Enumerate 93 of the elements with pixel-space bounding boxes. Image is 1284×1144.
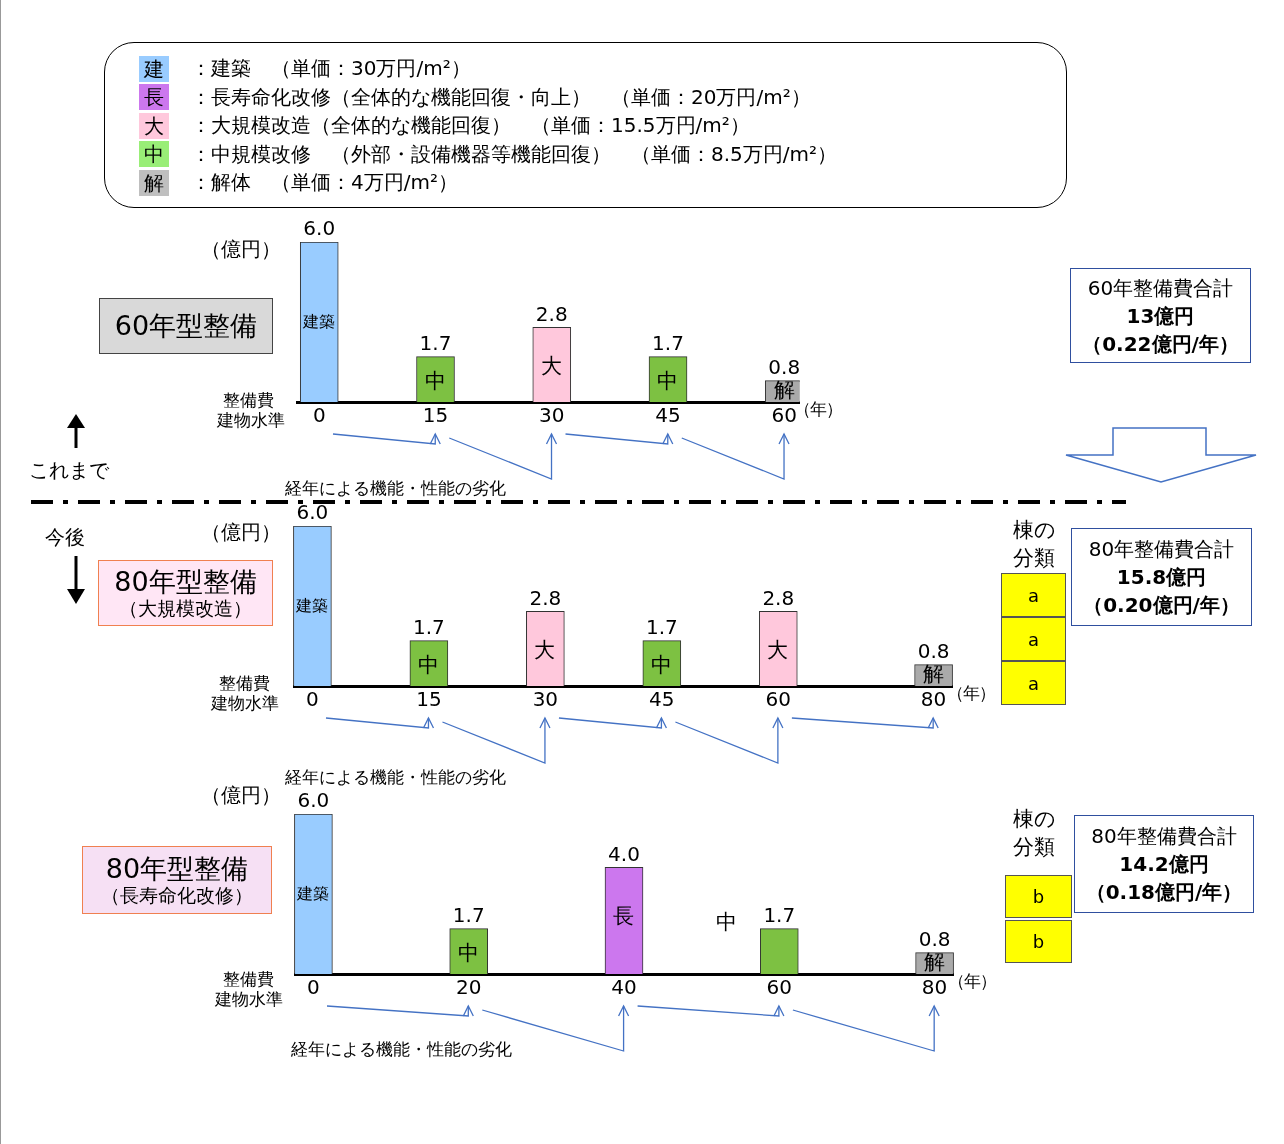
annotation: 大 [541, 353, 562, 380]
text: 経年による機能・性能の劣化 [285, 766, 506, 789]
data-label: 6.0 [296, 500, 328, 525]
x-tick-label: 80 [920, 687, 946, 712]
data-label: 1.7 [452, 902, 485, 927]
x-tick-label: 0 [306, 975, 320, 1000]
data-label: 1.7 [645, 614, 678, 639]
text: ：解体 （単価：4万円/m²） [191, 169, 458, 196]
annotation: 中 [457, 940, 479, 967]
text: 建物水準 [217, 409, 285, 432]
annotation: 中 [657, 368, 679, 395]
text: 13億円 [1126, 302, 1195, 330]
annotation: 建築 [296, 595, 328, 617]
annotation: 大 [534, 637, 556, 664]
x-tick-label: 60 [766, 975, 792, 1000]
text: ：建築 （単価：30万円/m²） [191, 55, 471, 82]
data-label: 2.8 [529, 585, 561, 610]
x-tick-label: 45 [655, 403, 681, 428]
data-label: 2.8 [761, 585, 794, 610]
text: 80年整備費合計 [1088, 536, 1235, 563]
text: 60年整備費合計 [1087, 274, 1234, 302]
data-label: 6.0 [297, 788, 329, 813]
text: a [1001, 617, 1066, 661]
text: これまで [29, 457, 109, 484]
annotation: 中 [716, 909, 738, 936]
annotation: 解 [923, 949, 945, 976]
x-tick-label: 30 [538, 403, 565, 428]
text: b [1005, 875, 1072, 918]
y-axis-title: （億円） [201, 519, 281, 546]
x-tick-label: 45 [648, 687, 675, 712]
text: ：大規模改造（全体的な機能回復） （単価：15.5万円/m²） [191, 112, 750, 139]
x-tick-label: 0 [312, 403, 326, 428]
text: b [1005, 920, 1072, 963]
annotation: 中 [650, 652, 672, 679]
annotation: 解 [773, 377, 795, 404]
text: 80年型整備 [105, 853, 249, 884]
text: 80年型整備 [114, 566, 257, 597]
text: 15.8億円 [1116, 564, 1207, 591]
category-label: 中 [139, 141, 169, 167]
data-label: 0.8 [918, 926, 951, 951]
annotation: 長 [613, 903, 635, 930]
text: 棟の分類 [1011, 517, 1057, 572]
data-label: 1.7 [651, 330, 684, 355]
text: 経年による機能・性能の劣化 [285, 477, 506, 500]
x-tick-label: 20 [455, 975, 482, 1000]
text: a [1001, 661, 1066, 705]
category-label: 長 [139, 84, 169, 110]
data-label: 1.7 [762, 902, 795, 927]
annotation: 解 [922, 661, 944, 688]
annotation: 中 [417, 652, 439, 679]
category-label: 建 [139, 55, 169, 82]
x-tick-label: 80 [921, 975, 947, 1000]
data-label: 1.7 [412, 614, 445, 639]
text: 14.2億円 [1119, 851, 1209, 878]
x-tick-label: 40 [610, 975, 637, 1000]
y-axis-title: （億円） [201, 236, 281, 263]
text: ：中規模改修 （外部・設備機器等機能回復） （単価：8.5万円/m²） [191, 140, 838, 168]
text: a [1001, 573, 1066, 617]
x-tick-label: 15 [422, 403, 448, 428]
data-label: 1.7 [419, 330, 452, 355]
text: 60年型整備 [114, 310, 258, 341]
data-label: 0.8 [768, 354, 800, 379]
annotation: 建築 [303, 311, 335, 333]
text: 今後 [45, 524, 85, 551]
text: ：長寿命化改修（全体的な機能回復・向上） （単価：20万円/m²） [191, 83, 811, 111]
x-axis-title: （年） [947, 970, 996, 993]
text: 建物水準 [211, 692, 279, 715]
category-label: 解 [139, 169, 169, 196]
text: （0.22億円/年） [1082, 330, 1239, 358]
annotation: 大 [767, 637, 789, 664]
x-tick-label: 15 [415, 687, 442, 712]
text: 棟の分類 [1011, 806, 1057, 861]
x-tick-label: 0 [305, 687, 319, 712]
text: 建物水準 [215, 988, 283, 1011]
x-tick-label: 30 [532, 687, 558, 712]
data-label: 0.8 [917, 638, 950, 663]
annotation: 建築 [297, 883, 329, 905]
category-label: 大 [139, 112, 169, 139]
x-tick-label: 60 [765, 687, 791, 712]
text: （大規模改造） [119, 597, 252, 619]
data-label: 2.8 [535, 301, 568, 326]
text: 整備費 [223, 389, 274, 412]
text: 整備費 [223, 968, 274, 991]
text: 80年整備費合計 [1091, 823, 1237, 850]
text: （長寿命化改修） [101, 884, 253, 906]
annotation: 中 [424, 368, 446, 395]
text: （0.18億円/年） [1085, 879, 1243, 906]
data-label: 6.0 [303, 216, 335, 241]
x-axis-title: （年） [946, 682, 995, 705]
y-axis-title: （億円） [201, 782, 281, 809]
text: （0.20億円/年） [1083, 592, 1240, 619]
data-label: 4.0 [607, 841, 640, 866]
text: 整備費 [219, 672, 270, 695]
